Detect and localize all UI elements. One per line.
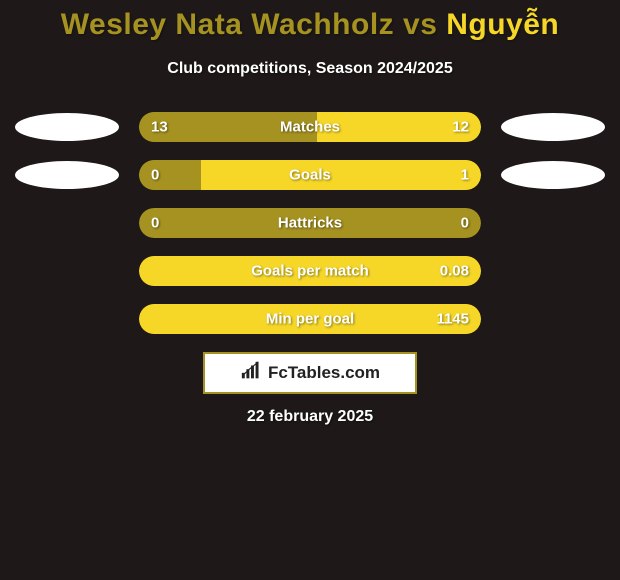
stat-bar: 0 1 Goals bbox=[139, 160, 481, 190]
stat-bar: 1145 Min per goal bbox=[139, 304, 481, 334]
bar-right-segment bbox=[201, 160, 481, 190]
subtitle: Club competitions, Season 2024/2025 bbox=[0, 60, 620, 78]
stat-label: Hattricks bbox=[278, 215, 342, 232]
stat-value-right: 12 bbox=[452, 119, 469, 136]
stat-label: Min per goal bbox=[266, 311, 354, 328]
stat-bar: 0.08 Goals per match bbox=[139, 256, 481, 286]
stat-value-left: 0 bbox=[151, 215, 159, 232]
page-title: Wesley Nata Wachholz vs Nguyễn bbox=[0, 0, 620, 42]
player2-ellipse bbox=[501, 113, 605, 141]
player1-ellipse bbox=[15, 113, 119, 141]
title-player2: Nguyễn bbox=[446, 8, 559, 41]
title-vs: vs bbox=[403, 8, 437, 41]
stat-label: Matches bbox=[280, 119, 340, 136]
comparison-infographic: Wesley Nata Wachholz vs Nguyễn Club comp… bbox=[0, 0, 620, 580]
stat-row: 13 12 Matches bbox=[0, 112, 620, 142]
player2-ellipse bbox=[501, 161, 605, 189]
stat-value-left: 0 bbox=[151, 167, 159, 184]
stat-value-left: 13 bbox=[151, 119, 168, 136]
bar-chart-icon bbox=[240, 360, 262, 387]
player1-ellipse bbox=[15, 161, 119, 189]
stat-rows: 13 12 Matches 0 1 Goals 0 0 Hattricks 0.08 Goals p… bbox=[0, 112, 620, 334]
stat-row: 0.08 Goals per match bbox=[0, 256, 620, 286]
stat-value-right: 0 bbox=[461, 215, 469, 232]
stat-bar: 0 0 Hattricks bbox=[139, 208, 481, 238]
bar-left-segment bbox=[139, 160, 201, 190]
stat-row: 1145 Min per goal bbox=[0, 304, 620, 334]
title-player1: Wesley Nata Wachholz bbox=[61, 8, 394, 41]
brand-box: FcTables.com bbox=[203, 352, 417, 394]
stat-bar: 13 12 Matches bbox=[139, 112, 481, 142]
brand-text: FcTables.com bbox=[268, 363, 380, 383]
stat-row: 0 0 Hattricks bbox=[0, 208, 620, 238]
stat-label: Goals per match bbox=[251, 263, 369, 280]
stat-row: 0 1 Goals bbox=[0, 160, 620, 190]
date-text: 22 february 2025 bbox=[0, 408, 620, 426]
stat-value-right: 1 bbox=[461, 167, 469, 184]
stat-value-right: 1145 bbox=[436, 311, 469, 328]
stat-label: Goals bbox=[289, 167, 331, 184]
stat-value-right: 0.08 bbox=[440, 263, 469, 280]
